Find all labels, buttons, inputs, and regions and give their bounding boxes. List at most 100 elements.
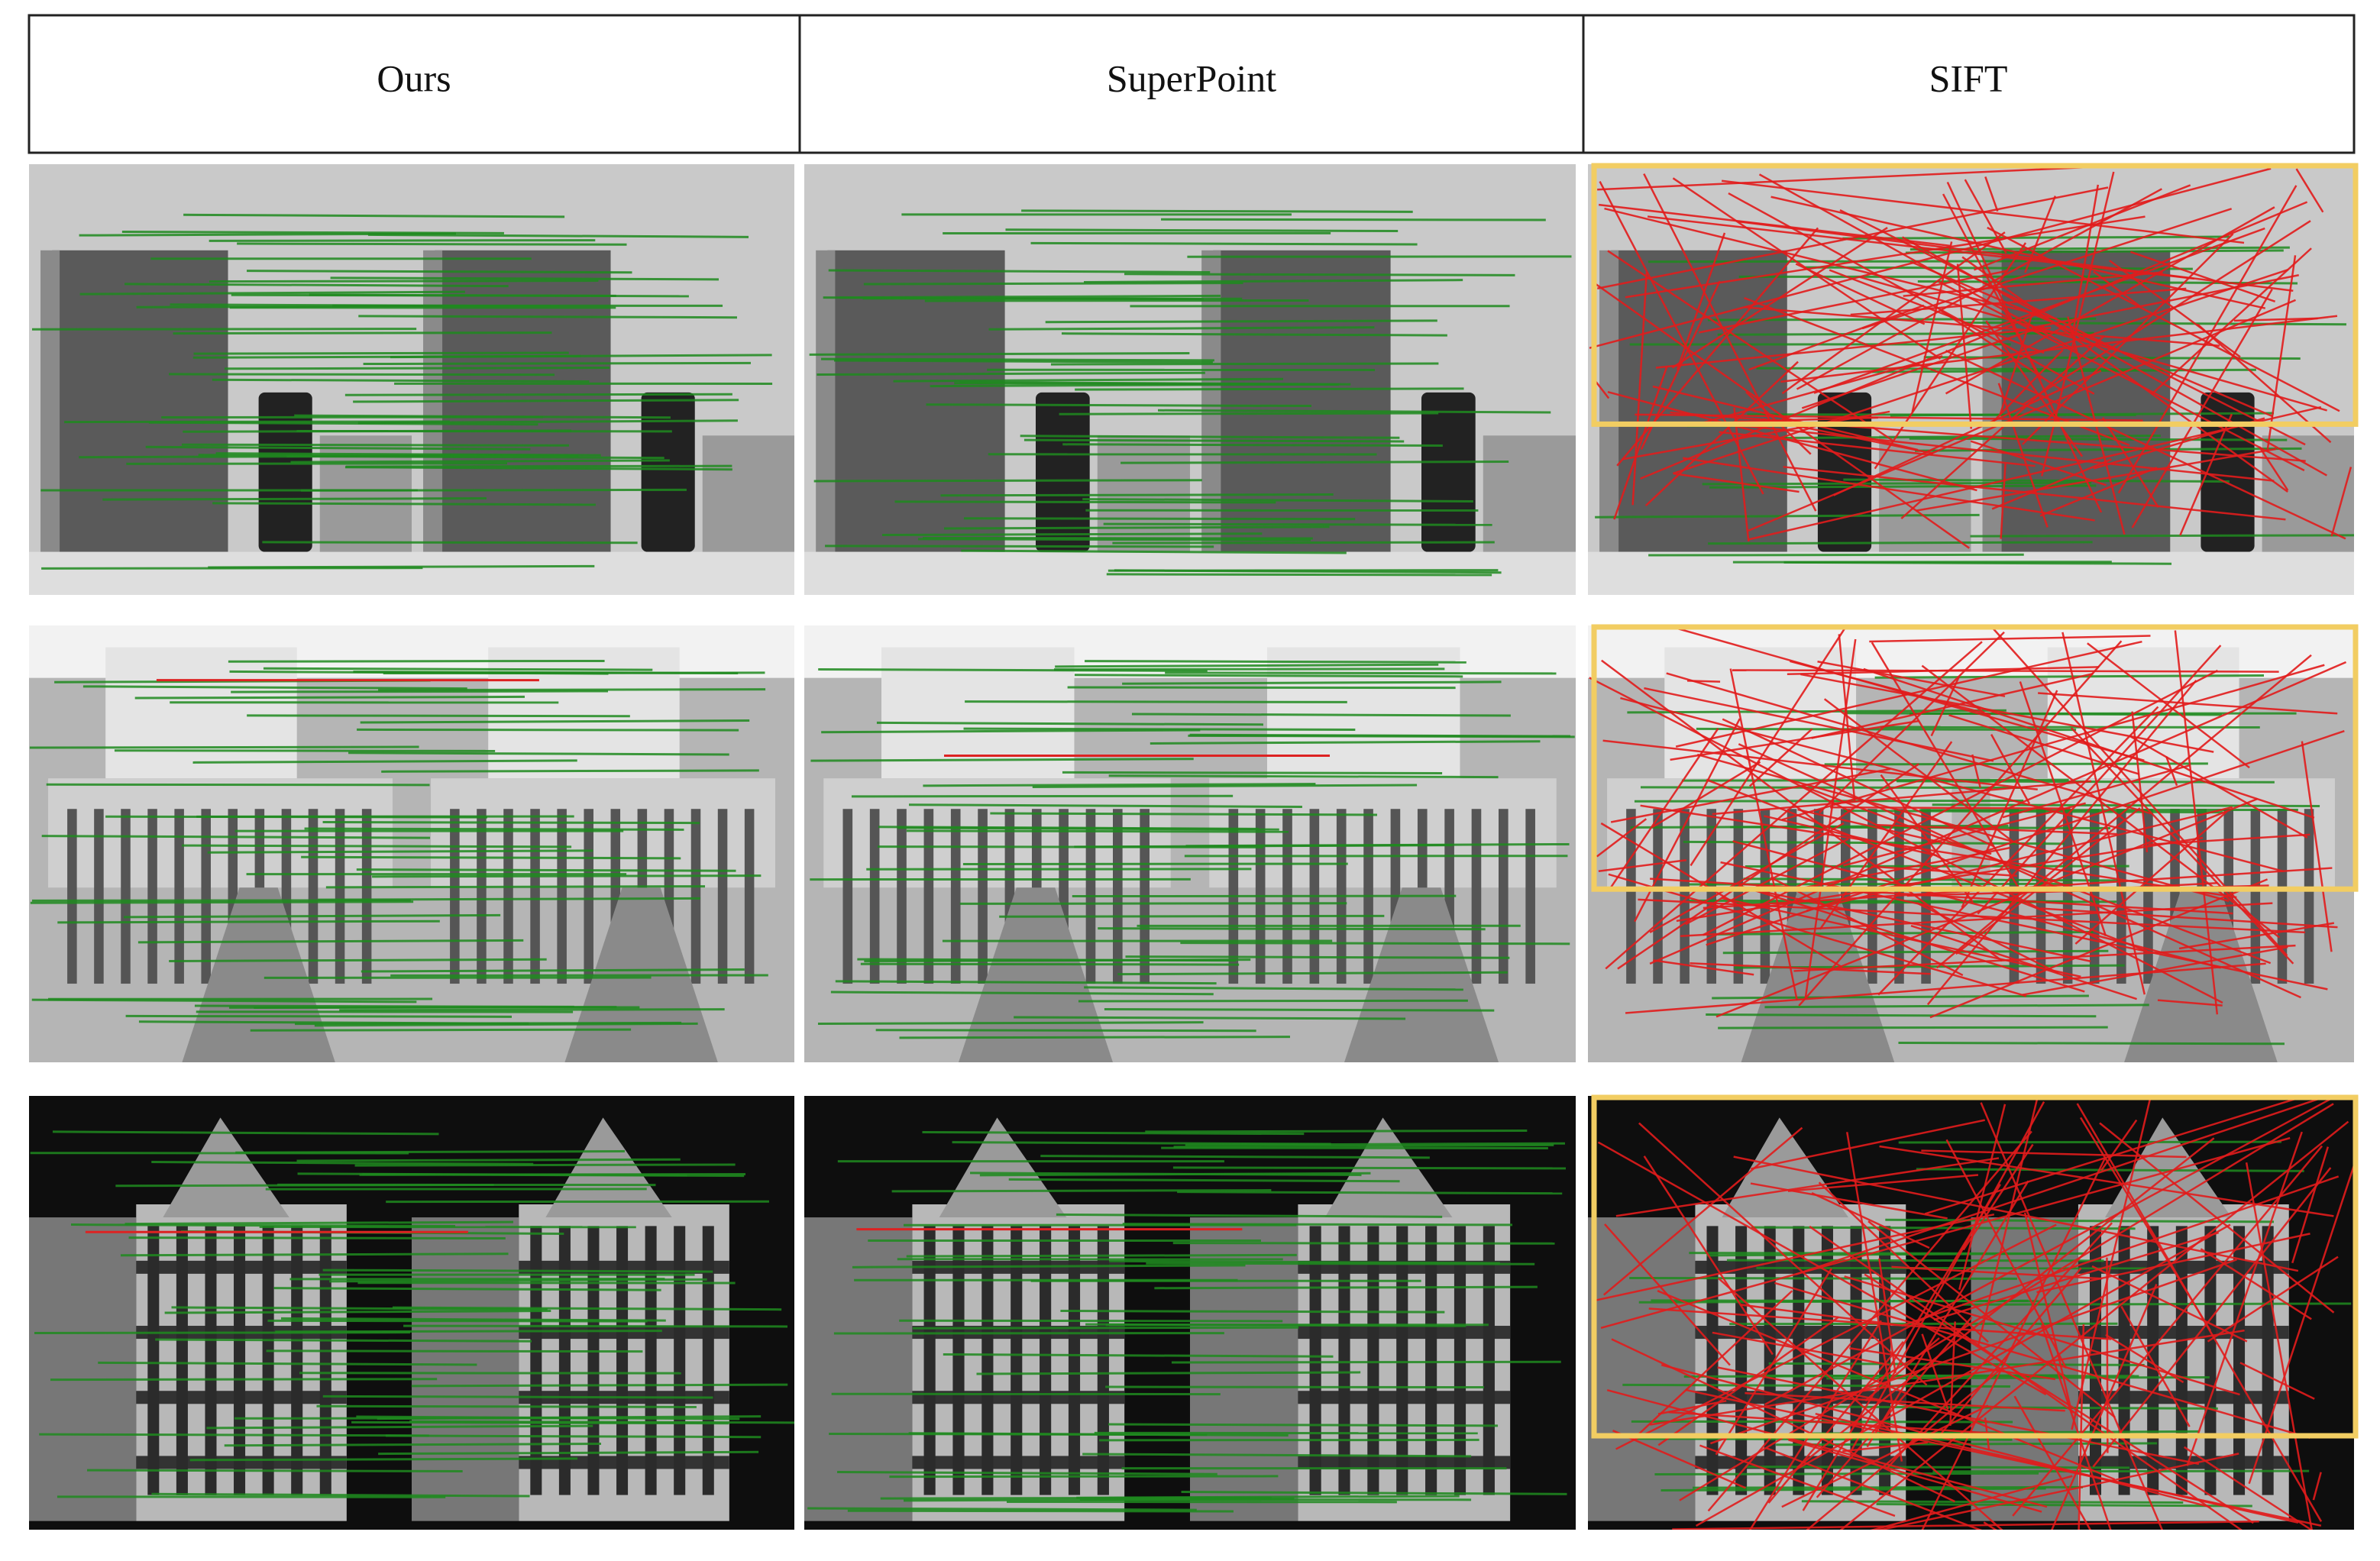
window <box>1760 809 1770 984</box>
mismatch-line <box>1607 390 1977 492</box>
mismatch-line <box>1706 730 2345 946</box>
mismatch-line <box>1748 728 1813 787</box>
match-line <box>1909 437 2288 441</box>
match-line <box>1745 1466 2130 1469</box>
match-line <box>889 1475 1279 1479</box>
window <box>1309 1226 1321 1495</box>
match-line <box>1106 573 1492 577</box>
match-line <box>1062 771 1443 775</box>
match-line <box>1706 1013 2097 1018</box>
mismatch-line <box>1900 335 2105 519</box>
match-line <box>1055 663 1439 668</box>
match-line <box>1078 999 1468 1003</box>
match-line <box>1145 1129 1528 1133</box>
match-line <box>207 849 593 854</box>
mismatch-line <box>1811 1192 1930 1249</box>
match-line <box>1909 246 2290 251</box>
match-line <box>1150 740 1541 745</box>
mismatch-line <box>1649 661 2347 965</box>
match-line <box>943 525 1330 530</box>
window <box>2277 809 2288 984</box>
match-line <box>807 1507 1197 1511</box>
match-line <box>876 721 1263 726</box>
window <box>1735 1226 1748 1495</box>
match-line <box>1689 1252 2066 1256</box>
match-panel <box>1588 625 2354 1062</box>
match-panel <box>1588 164 2354 595</box>
mismatch-line <box>1672 177 1942 360</box>
window <box>690 809 701 984</box>
window <box>1425 1226 1437 1495</box>
match-line <box>224 1443 601 1447</box>
window <box>1499 809 1509 984</box>
match-line <box>954 382 1339 386</box>
mismatch-line <box>1608 873 2027 997</box>
match-line <box>123 913 501 919</box>
mismatch-line <box>1797 808 1992 855</box>
match-line <box>1020 435 1400 439</box>
mismatch-line <box>1604 207 2058 320</box>
mismatch-line <box>1816 1316 1973 1498</box>
match-line <box>830 991 1214 996</box>
mismatch-line <box>1748 304 1925 371</box>
window <box>262 1226 274 1495</box>
mismatch-line <box>1819 741 1953 930</box>
mismatch-line <box>2117 185 2298 494</box>
match-line <box>29 745 419 749</box>
mismatch-line <box>1842 1441 1928 1453</box>
match-line <box>1032 784 1418 788</box>
mismatch-line <box>1631 271 1648 506</box>
match-line <box>169 958 547 963</box>
match-line <box>839 294 1221 299</box>
match-line <box>1045 319 1437 324</box>
window <box>530 1226 542 1495</box>
window <box>234 1226 246 1495</box>
match-line <box>1103 522 1492 526</box>
window <box>2233 1226 2246 1495</box>
table <box>1190 551 1576 595</box>
match-line <box>1683 840 2065 845</box>
match-panel <box>29 1096 794 1530</box>
mismatch-line <box>1864 1273 2254 1524</box>
match-line <box>137 939 524 944</box>
building-side <box>1190 1217 1298 1521</box>
mismatch-line <box>1622 410 1890 461</box>
mismatch-line <box>2071 184 2100 334</box>
match-line <box>57 919 440 924</box>
window <box>2250 809 2261 984</box>
match-line <box>899 1036 1290 1039</box>
mismatch-line <box>1671 227 1888 369</box>
match-line <box>403 1324 788 1328</box>
window <box>744 809 755 984</box>
book-spine <box>40 250 60 552</box>
match-line <box>1165 671 1557 675</box>
mismatch-line <box>1980 1102 2164 1530</box>
mismatch-line <box>1948 714 2140 775</box>
mismatch-line <box>1817 661 2006 697</box>
match-line <box>266 1349 643 1353</box>
match-line <box>411 1383 788 1388</box>
mismatch-line <box>1861 208 2233 330</box>
mismatch-line <box>1712 780 2092 816</box>
match-line <box>906 829 1289 833</box>
match-line <box>1061 332 1447 337</box>
match-line <box>124 1220 514 1226</box>
match-line <box>860 962 1240 966</box>
match-line <box>39 1433 429 1437</box>
mismatch-line <box>2291 1146 2330 1264</box>
lens <box>1421 392 1476 552</box>
mismatch-line <box>1597 186 2109 289</box>
roof <box>939 1117 1067 1218</box>
match-line <box>835 980 1217 985</box>
match-line <box>917 538 1311 541</box>
match-line <box>863 282 1243 286</box>
mismatch-line <box>1839 1120 2349 1530</box>
mismatch-line <box>1801 784 2272 965</box>
mismatch-line <box>2040 907 2338 929</box>
mismatch-line <box>1871 865 2017 877</box>
mismatch-line <box>1933 1231 2220 1321</box>
match-line <box>1108 569 1499 572</box>
table <box>1588 551 1971 595</box>
mismatch-line <box>1886 1222 2113 1469</box>
